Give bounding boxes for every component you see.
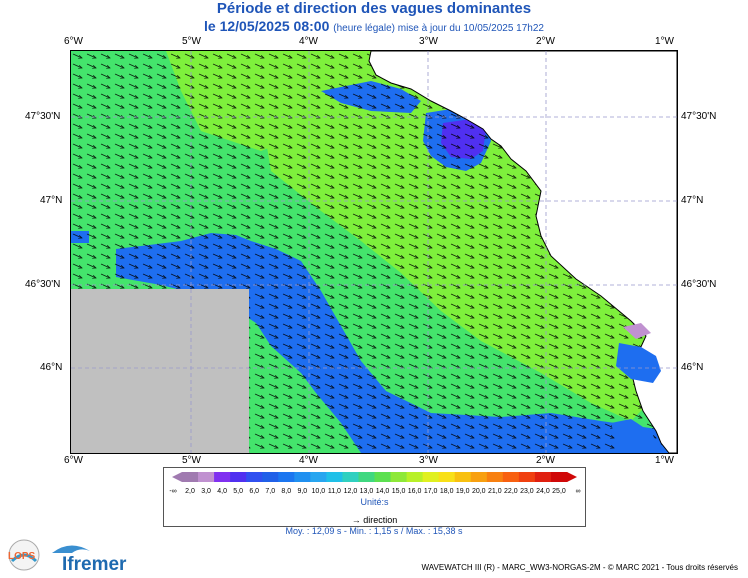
- units-label: Unité:s: [360, 497, 389, 507]
- no-data-zone: [71, 289, 249, 453]
- colorbar-swatch: [406, 472, 424, 482]
- colorbar-swatch: [422, 472, 440, 482]
- colorbar-swatch: [358, 472, 375, 482]
- estuary-violet: [623, 323, 651, 339]
- colorbar-swatch: [294, 472, 311, 482]
- colorbar-swatch: [550, 472, 568, 482]
- direction-label: direction: [363, 515, 398, 525]
- colorbar-tick-label: 15,0: [391, 488, 406, 495]
- ifremer-logo: Ifremer: [50, 541, 140, 578]
- lat-tick-left: 47°N: [40, 195, 63, 206]
- colorbar-swatch: [342, 472, 359, 482]
- lops-logo: LOPS: [4, 539, 44, 578]
- footer-credits: WAVEWATCH III (R) - MARC_WW3-NORGAS-2M -…: [421, 563, 738, 572]
- lon-tick-bottom: 3°W: [419, 455, 438, 466]
- colorbar: [172, 472, 577, 482]
- colorbar-tick-label: 18,0: [439, 488, 454, 495]
- lon-tick-top: 4°W: [299, 36, 318, 47]
- lon-tick-top: 6°W: [64, 36, 83, 47]
- colorbar-swatch: [390, 472, 408, 482]
- lon-tick-top: 3°W: [419, 36, 438, 47]
- colorbar-swatch: [454, 472, 472, 482]
- colorbar-tick-label: -∞: [169, 488, 177, 495]
- colorbar-swatch: [230, 472, 247, 482]
- lops-logo-text: LOPS: [8, 551, 36, 562]
- colorbar-swatch: [374, 472, 392, 482]
- colorbar-tick-label: 8,0: [281, 488, 292, 495]
- colorbar-swatch: [310, 472, 327, 482]
- colorbar-swatch: [214, 472, 231, 482]
- map-title: Période et direction des vagues dominant…: [216, 0, 532, 17]
- colorbar-tick-label: 20,0: [471, 488, 486, 495]
- colorbar-tick-label: 3,0: [201, 488, 211, 495]
- colorbar-swatch: [246, 472, 263, 482]
- land-france: [368, 50, 678, 454]
- colorbar-swatch: [486, 472, 504, 482]
- ifremer-logo-text: Ifremer: [62, 554, 127, 573]
- lat-tick-left: 47°30'N: [25, 111, 61, 122]
- map-canvas: [71, 50, 678, 454]
- colorbar-swatch: [278, 472, 295, 482]
- colorbar-labels: -∞ 2,0 3,0 4,0 5,0 6,0 7,0 8,0 9,0 10,0 11,0 12,0 13…: [164, 488, 585, 500]
- lon-tick-top: 5°W: [182, 36, 201, 47]
- colorbar-tick-label: 12,0: [343, 488, 358, 495]
- lat-tick-left: 46°30'N: [25, 279, 61, 290]
- colorbar-tick-label: 13,0: [359, 488, 374, 495]
- lat-tick-right: 46°N: [681, 362, 704, 373]
- arrow-right-icon: →: [351, 515, 361, 525]
- subtitle-note: (heure légale) mise à jour du 10/05/2025…: [333, 23, 544, 34]
- lon-tick-top: 2°W: [536, 36, 555, 47]
- lon-tick-bottom: 2°W: [536, 455, 555, 466]
- colorbar-tick-label: 14,0: [375, 488, 390, 495]
- lon-tick-top: 1°W: [655, 36, 674, 47]
- colorbar-tick-label: 19,0: [455, 488, 470, 495]
- colorbar-tick-label: 2,0: [185, 488, 195, 495]
- estuary-blue: [616, 343, 661, 383]
- arcachon-blue: [611, 419, 661, 453]
- lat-tick-right: 47°N: [681, 195, 704, 206]
- colorbar-tick-label: 24,0: [536, 488, 550, 495]
- colorbar-tick-label: 4,0: [217, 488, 227, 495]
- wave-period-map: [70, 50, 678, 454]
- graticule: [71, 51, 677, 453]
- colorbar-min-arrow: [172, 472, 182, 482]
- colorbar-tick-label: 23,0: [520, 488, 534, 495]
- colorbar-max-arrow: [567, 472, 577, 482]
- subtitle-date: le 12/05/2025 08:00: [204, 18, 330, 34]
- lat-tick-left: 46°N: [40, 362, 63, 373]
- colorbar-tick-label: 16,0: [407, 488, 422, 495]
- colorbar-swatch: [534, 472, 552, 482]
- colorbar-tick-label: 10,0: [311, 488, 326, 495]
- colorbar-swatch: [470, 472, 488, 482]
- colorbar-swatch: [182, 472, 199, 482]
- lon-tick-bottom: 5°W: [182, 455, 201, 466]
- lat-tick-right: 47°30'N: [681, 111, 717, 122]
- lat-tick-right: 46°30'N: [681, 279, 717, 290]
- colorbar-legend: -∞ 2,0 3,0 4,0 5,0 6,0 7,0 8,0 9,0 10,0 11,0 12,0 13…: [163, 467, 586, 527]
- stats-line: Moy. : 12,09 s - Min. : 1,15 s / Max. : …: [285, 526, 463, 536]
- colorbar-tick-label: 22,0: [504, 488, 518, 495]
- direction-legend: → direction: [164, 515, 585, 525]
- colorbar-swatch: [262, 472, 279, 482]
- colorbar-tick-label: 5,0: [233, 488, 244, 495]
- colorbar-swatch: [198, 472, 215, 482]
- colorbar-tick-label: 7,0: [265, 488, 276, 495]
- lon-tick-bottom: 4°W: [299, 455, 318, 466]
- colorbar-tick-label: 6,0: [249, 488, 260, 495]
- colorbar-swatch: [438, 472, 456, 482]
- colorbar-swatch: [502, 472, 520, 482]
- colorbar-tick-label: 11,0: [327, 488, 341, 495]
- colorbar-tick-label: 21,0: [488, 488, 502, 495]
- lon-tick-bottom: 1°W: [655, 455, 674, 466]
- lon-tick-bottom: 6°W: [64, 455, 83, 466]
- colorbar-tick-label: 17,0: [423, 488, 438, 495]
- colorbar-tick-label: 25,0: [552, 488, 566, 495]
- colorbar-tick-label: 9,0: [297, 488, 308, 495]
- colorbar-tick-label: ∞: [575, 488, 581, 495]
- colorbar-swatch: [518, 472, 536, 482]
- colorbar-swatch: [326, 472, 343, 482]
- map-subtitle: le 12/05/2025 08:00 (heure légale) mise …: [0, 18, 748, 34]
